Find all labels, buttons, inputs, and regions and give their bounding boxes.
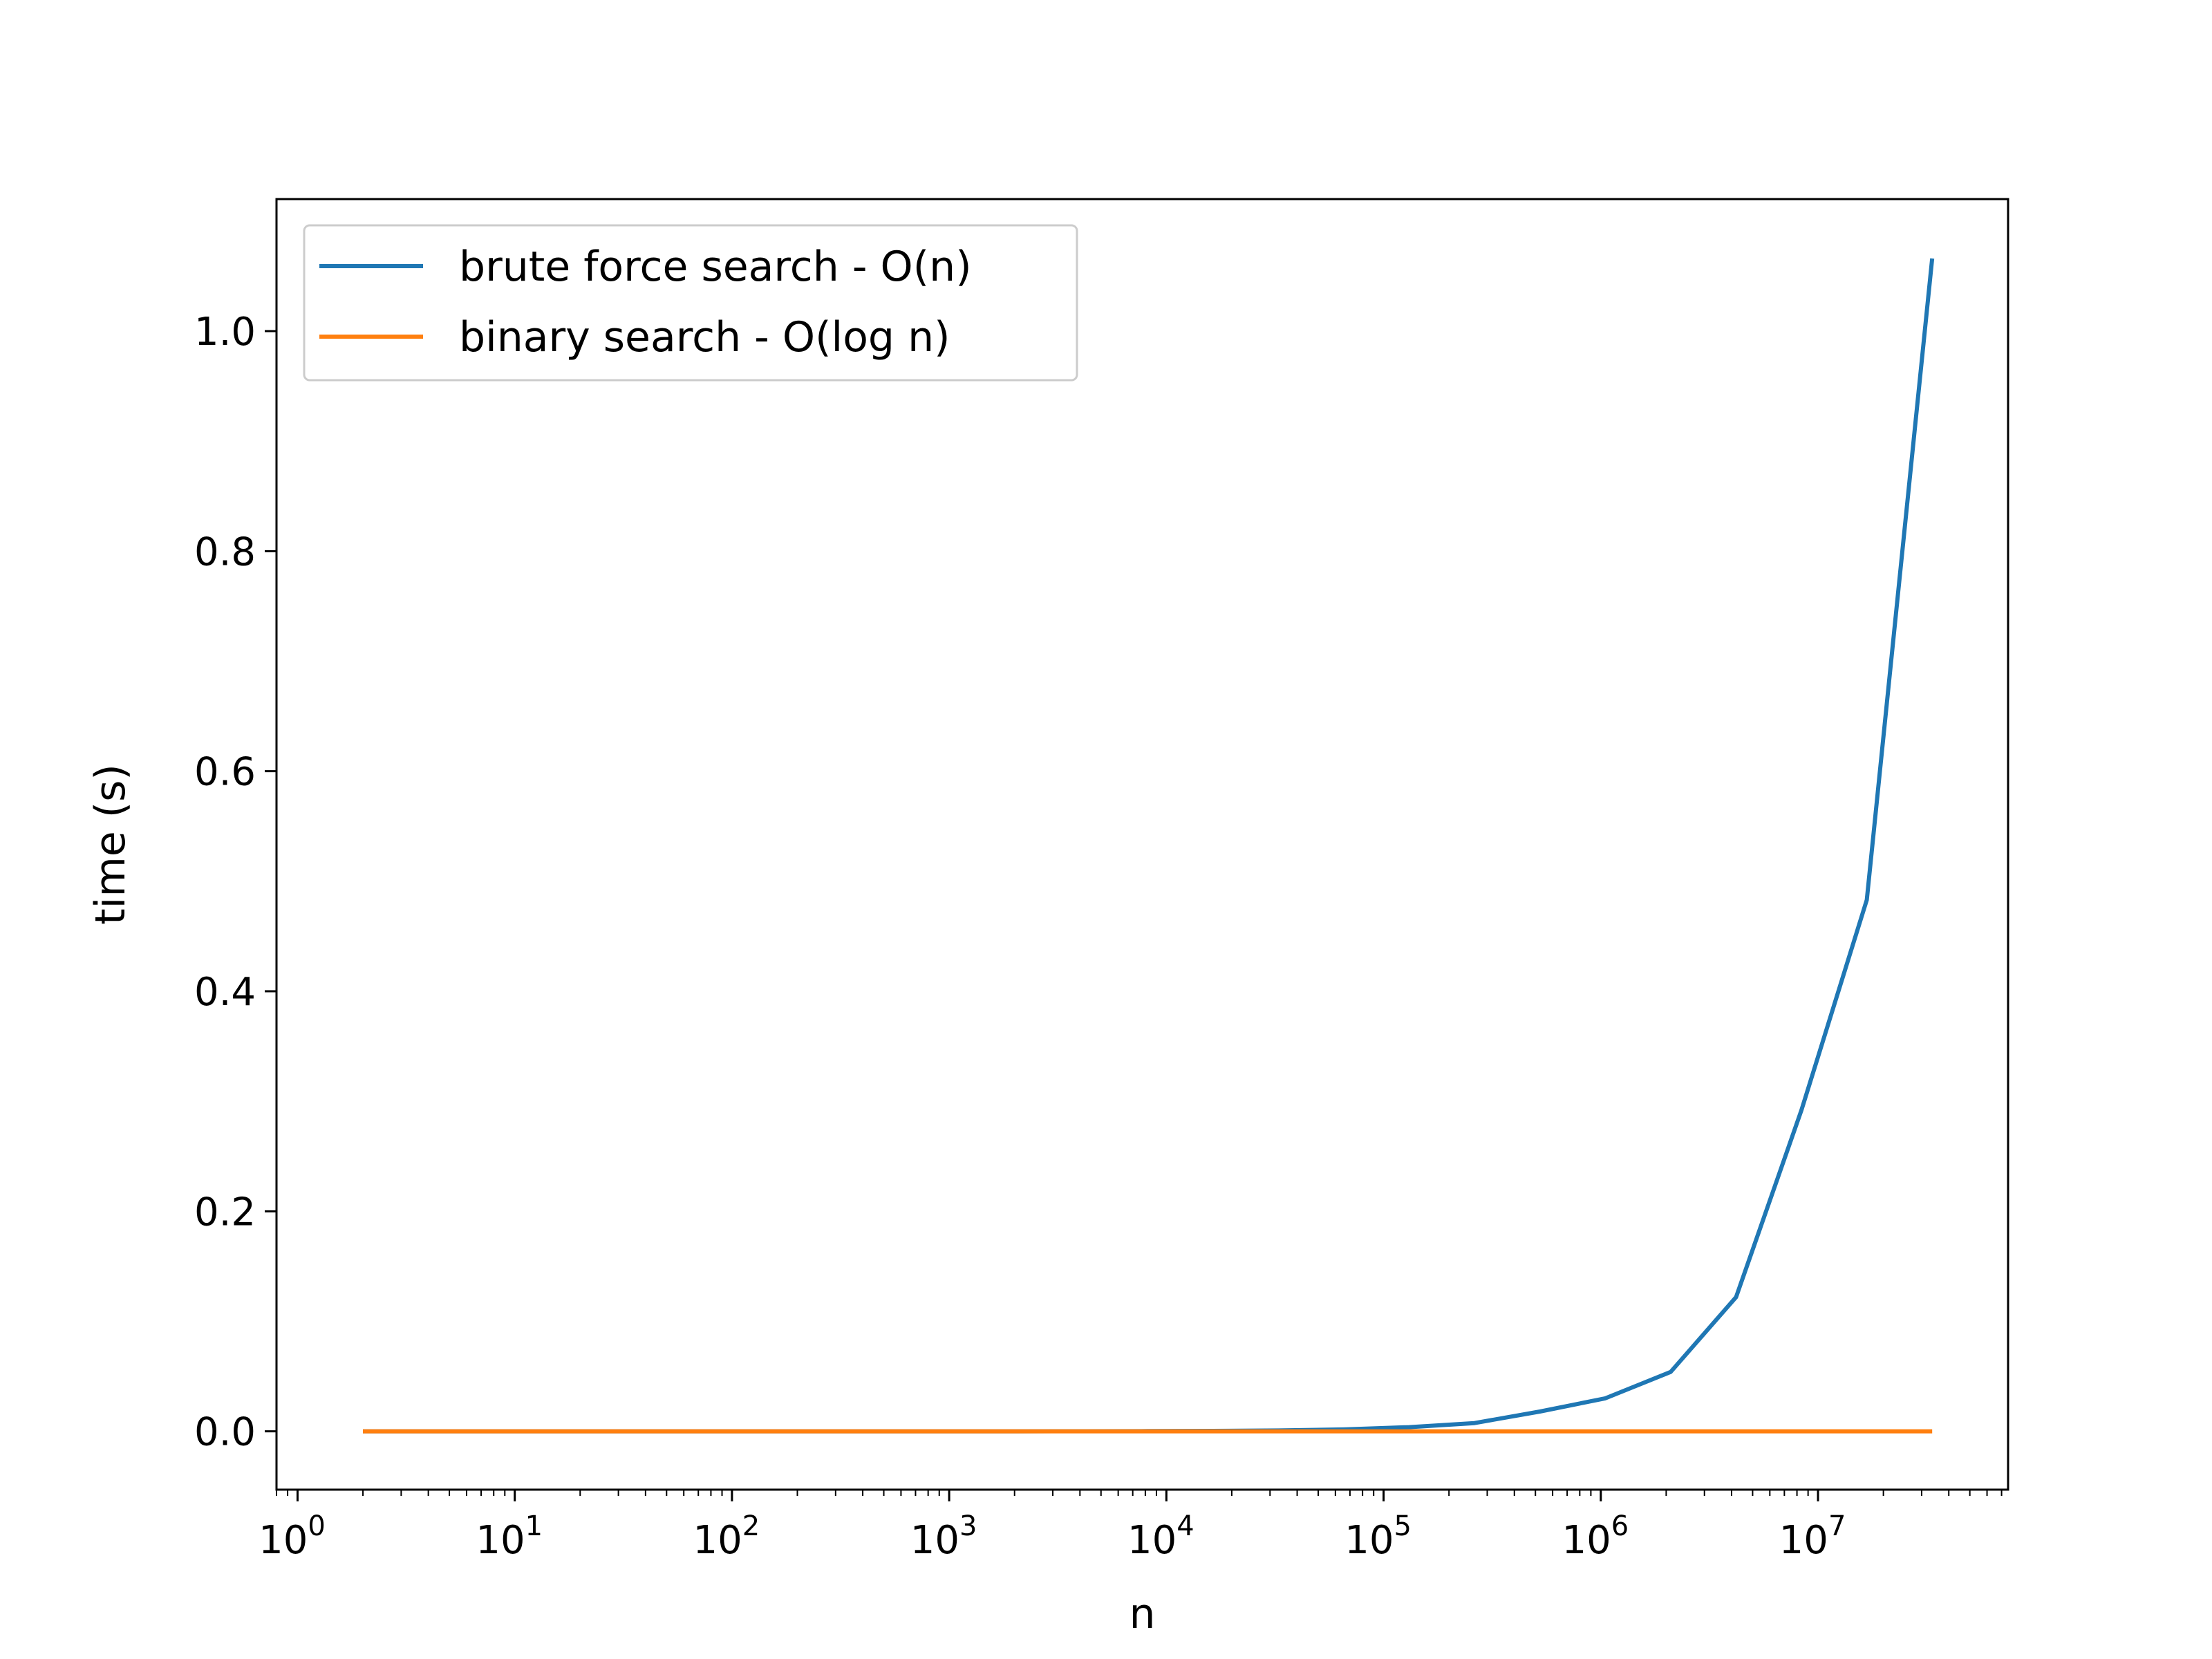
x-tick-label: 104 — [1127, 1510, 1194, 1563]
y-tick-label: 1.0 — [194, 310, 256, 355]
x-tick-label: 103 — [910, 1510, 977, 1563]
x-tick-label: 106 — [1562, 1510, 1629, 1563]
y-tick-label: 0.6 — [194, 750, 256, 795]
legend-box — [303, 224, 1078, 382]
x-tick-label: 107 — [1779, 1510, 1846, 1563]
y-tick-label: 0.0 — [194, 1410, 256, 1455]
series-line-0 — [363, 258, 1935, 1434]
y-tick-label: 0.2 — [194, 1190, 256, 1235]
y-tick-label: 0.8 — [194, 529, 256, 574]
series-layer — [363, 258, 1935, 1434]
x-axis-label: n — [1129, 1590, 1155, 1638]
legend: brute force search - O(n) binary search … — [303, 224, 1078, 382]
x-axis-ticks: 100 101 102 103 104 105 106 107 — [259, 1490, 1846, 1563]
plot-frame — [275, 198, 2009, 1491]
y-axis-label: time (s) — [86, 764, 135, 925]
y-axis-ticks: 0.0 0.2 0.4 0.6 0.8 1.0 — [194, 310, 276, 1455]
x-tick-label: 100 — [259, 1510, 326, 1563]
x-tick-label: 101 — [476, 1510, 543, 1563]
x-tick-label: 105 — [1344, 1510, 1412, 1563]
legend-entry-brute-force: brute force search - O(n) — [459, 243, 972, 291]
legend-entry-binary-search: binary search - O(log n) — [459, 313, 950, 362]
x-tick-label: 102 — [693, 1510, 760, 1563]
y-tick-label: 0.4 — [194, 970, 256, 1015]
